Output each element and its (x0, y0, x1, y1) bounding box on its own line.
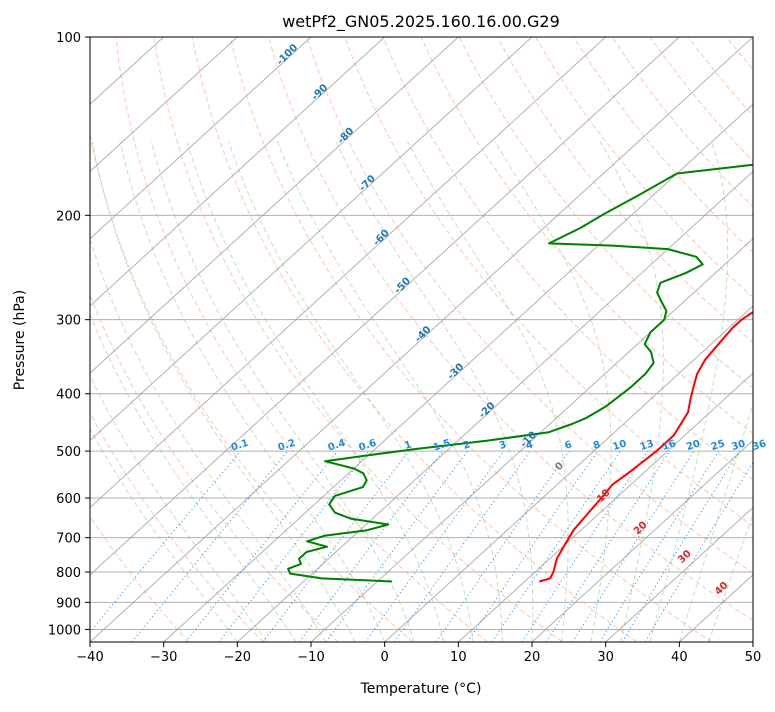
y-tick-label: 700 (56, 532, 81, 547)
x-tick-label: 20 (524, 650, 541, 665)
y-tick-label: 600 (56, 492, 81, 507)
y-tick-label: 200 (56, 209, 81, 224)
x-axis-label: Temperature (°C) (360, 681, 482, 697)
y-tick-label: 900 (56, 596, 81, 611)
x-tick-label: −20 (224, 650, 251, 665)
chart-title: wetPf2_GN05.2025.160.16.00.G29 (282, 12, 560, 32)
x-tick-label: 40 (671, 650, 688, 665)
x-tick-label: 0 (381, 650, 389, 665)
y-axis-label: Pressure (hPa) (12, 290, 28, 390)
y-tick-label: 300 (56, 314, 81, 329)
y-tick-label: 100 (56, 31, 81, 46)
x-tick-label: −10 (297, 650, 324, 665)
y-tick-label: 500 (56, 445, 81, 460)
y-tick-label: 400 (56, 388, 81, 403)
x-tick-label: −30 (150, 650, 177, 665)
x-tick-label: 30 (597, 650, 614, 665)
y-tick-label: 1000 (48, 623, 81, 638)
x-tick-label: 10 (450, 650, 467, 665)
x-tick-label: −40 (76, 650, 103, 665)
y-tick-label: 800 (56, 566, 81, 581)
x-tick-label: 50 (745, 650, 762, 665)
